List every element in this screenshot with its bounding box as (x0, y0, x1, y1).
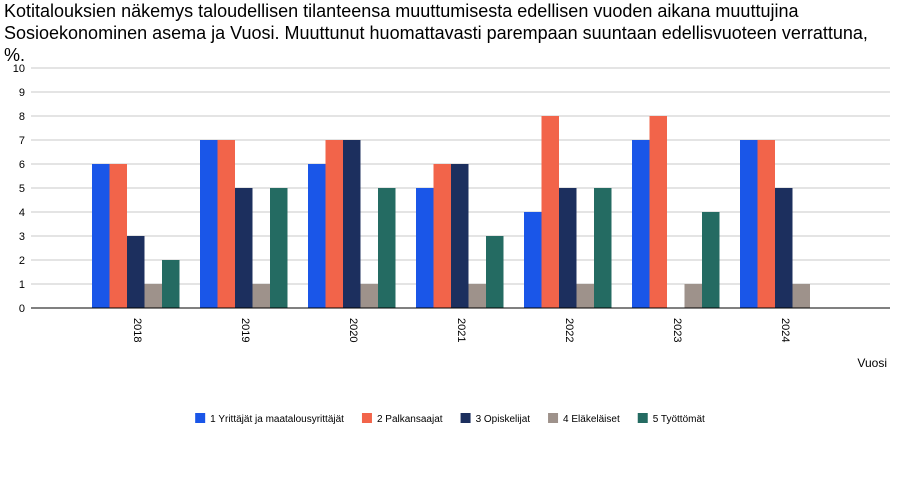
bar (451, 164, 469, 308)
legend-label: 1 Yrittäjät ja maatalousyrittäjät (210, 414, 344, 425)
y-tick-label: 7 (19, 135, 25, 147)
bar (235, 188, 253, 308)
bar (594, 188, 612, 308)
legend-swatch (548, 413, 559, 423)
x-tick-label: 2018 (131, 318, 143, 342)
y-tick-label: 9 (19, 87, 25, 99)
x-tick-label: 2020 (347, 318, 359, 342)
bar (468, 284, 486, 308)
bar (92, 164, 110, 308)
bar (524, 212, 542, 308)
bar (702, 212, 720, 308)
bar (486, 236, 504, 308)
bar (308, 164, 326, 308)
y-tick-label: 5 (19, 183, 25, 195)
y-tick-label: 1 (19, 279, 25, 291)
bar (576, 284, 594, 308)
bar (541, 116, 559, 308)
legend-swatch (361, 413, 372, 423)
bar (559, 188, 577, 308)
bar (433, 164, 451, 308)
bar (792, 284, 810, 308)
bar (162, 260, 180, 308)
bar (378, 188, 396, 308)
bar (109, 164, 127, 308)
legend-label: 5 Työttömät (653, 414, 705, 425)
x-tick-label: 2024 (779, 318, 791, 342)
legend-label: 2 Palkansaajat (377, 414, 443, 425)
bar (252, 284, 270, 308)
bar (360, 284, 378, 308)
y-tick-label: 10 (13, 63, 25, 75)
x-tick-label: 2019 (239, 318, 251, 342)
y-tick-label: 0 (19, 303, 25, 315)
x-tick-label: 2021 (455, 318, 467, 342)
bar (416, 188, 434, 308)
x-axis-ticks: 2018 2019 2020 2021 2022 2023 2024 (131, 318, 791, 342)
bars (92, 116, 810, 308)
bar (343, 140, 361, 308)
legend-swatch (195, 413, 206, 423)
bar (632, 140, 650, 308)
bar (217, 140, 235, 308)
bar (775, 188, 793, 308)
bar (649, 116, 667, 308)
y-tick-label: 6 (19, 159, 25, 171)
bar (757, 140, 775, 308)
y-tick-label: 3 (19, 231, 25, 243)
y-axis-ticks: 0 1 2 3 4 5 6 7 8 9 10 (13, 63, 25, 315)
y-tick-label: 2 (19, 255, 25, 267)
x-tick-label: 2023 (671, 318, 683, 342)
bar (684, 284, 702, 308)
legend-label: 3 Opiskelijat (476, 414, 531, 425)
bar (740, 140, 758, 308)
legend: 1 Yrittäjät ja maatalousyrittäjät 2 Palka… (195, 413, 705, 425)
x-axis-title: Vuosi (857, 356, 887, 370)
bar (270, 188, 288, 308)
bar (325, 140, 343, 308)
chart-title: Kotitalouksien näkemys taloudellisen til… (4, 1, 868, 65)
legend-label: 4 Eläkeläiset (563, 414, 620, 425)
bar (200, 140, 218, 308)
y-tick-label: 8 (19, 111, 25, 123)
x-tick-label: 2022 (563, 318, 575, 342)
y-tick-label: 4 (19, 207, 25, 219)
legend-swatch (637, 413, 648, 423)
legend-swatch (460, 413, 471, 423)
bar (127, 236, 145, 308)
bar (144, 284, 162, 308)
